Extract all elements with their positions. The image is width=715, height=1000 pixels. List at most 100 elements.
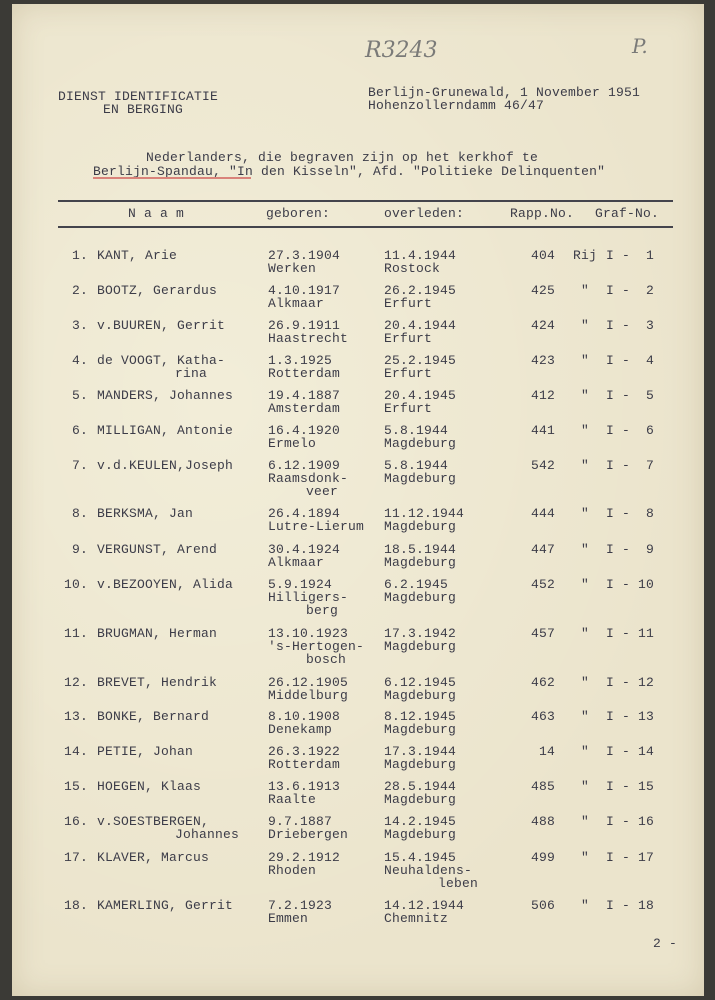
- row-rapp-no: 506: [530, 898, 555, 913]
- row-number: 7.: [71, 458, 88, 473]
- row-number: 8.: [71, 506, 88, 521]
- row-death-date: 15.4.1945: [384, 850, 457, 865]
- column-header-died: overleden:: [384, 206, 465, 221]
- row-birth-place: Haastrecht: [268, 331, 349, 346]
- row-rapp-no: 425: [530, 283, 555, 298]
- row-death-place: Erfurt: [384, 366, 433, 381]
- row-death-place: Magdeburg: [384, 757, 457, 772]
- row-number: 3.: [71, 318, 88, 333]
- row-death-date: 6.2.1945: [384, 577, 449, 592]
- row-birth-date: 9.7.1887: [268, 814, 333, 829]
- row-birth-place: Middelburg: [268, 688, 349, 703]
- row-birth-date: 16.4.1920: [268, 423, 341, 438]
- row-death-date: 17.3.1944: [384, 744, 457, 759]
- row-death-place: Erfurt: [384, 296, 433, 311]
- row-death-place: Erfurt: [384, 331, 433, 346]
- row-birth-place: 's-Hertogen-: [268, 639, 365, 654]
- row-birth-date: 30.4.1924: [268, 542, 341, 557]
- row-name: MANDERS, Johannes: [97, 388, 234, 403]
- row-birth-place: Alkmaar: [268, 296, 325, 311]
- row-rapp-no: 463: [530, 709, 555, 724]
- row-ditto-mark: ": [580, 506, 589, 521]
- row-death-place: Magdeburg: [384, 639, 457, 654]
- row-death-place: Rostock: [384, 261, 441, 276]
- row-rapp-no: 412: [530, 388, 555, 403]
- row-number: 16.: [63, 814, 88, 829]
- row-death-date: 28.5.1944: [384, 779, 457, 794]
- row-rapp-no: 423: [530, 353, 555, 368]
- row-death-place: Magdeburg: [384, 436, 457, 451]
- row-birth-place: Denekamp: [268, 722, 333, 737]
- row-graf-no: I - 3: [606, 318, 655, 333]
- row-ditto-mark: ": [580, 318, 589, 333]
- row-death-date: 5.8.1944: [384, 423, 449, 438]
- row-graf-no: I - 4: [606, 353, 655, 368]
- row-number: 18.: [63, 898, 88, 913]
- row-birth-place: Rotterdam: [268, 366, 341, 381]
- column-header-born: geboren:: [266, 206, 331, 221]
- row-graf-no: I - 18: [606, 898, 655, 913]
- row-ditto-mark: ": [580, 779, 589, 794]
- row-graf-no: I - 15: [606, 779, 655, 794]
- row-number: 9.: [71, 542, 88, 557]
- row-rapp-no: 462: [530, 675, 555, 690]
- continuation-mark: 2 -: [653, 936, 678, 951]
- row-death-date: 20.4.1945: [384, 388, 457, 403]
- row-death-date: 20.4.1944: [384, 318, 457, 333]
- row-birth-date: 13.10.1923: [268, 626, 349, 641]
- org-name-line1: DIENST IDENTIFICATIE: [58, 89, 219, 104]
- row-birth-date: 29.2.1912: [268, 850, 341, 865]
- row-name: HOEGEN, Klaas: [97, 779, 202, 794]
- row-name: v.d.KEULEN,Joseph: [97, 458, 234, 473]
- row-rapp-no: 488: [530, 814, 555, 829]
- row-name: BREVET, Hendrik: [97, 675, 218, 690]
- row-birth-place: Raalte: [268, 792, 317, 807]
- row-rapp-no: 499: [530, 850, 555, 865]
- row-death-place: Magdeburg: [384, 471, 457, 486]
- row-death-place: Magdeburg: [384, 555, 457, 570]
- row-graf-no: I - 8: [606, 506, 655, 521]
- row-graf-no: I - 17: [606, 850, 655, 865]
- row-ditto-mark: ": [580, 675, 589, 690]
- row-name: BRUGMAN, Herman: [97, 626, 218, 641]
- row-graf-no: I - 13: [606, 709, 655, 724]
- row-name: KANT, Arie: [97, 248, 178, 263]
- row-death-place: Magdeburg: [384, 792, 457, 807]
- row-birth-date: 13.6.1913: [268, 779, 341, 794]
- row-number: 17.: [63, 850, 88, 865]
- place-date: Berlijn-Grunewald, 1 November 1951: [368, 85, 641, 100]
- row-name: BOOTZ, Gerardus: [97, 283, 218, 298]
- row-number: 2.: [71, 283, 88, 298]
- row-death-place: Magdeburg: [384, 722, 457, 737]
- row-name: MILLIGAN, Antonie: [97, 423, 234, 438]
- row-rapp-no: 452: [530, 577, 555, 592]
- row-death-date: 11.12.1944: [384, 506, 465, 521]
- row-death-date: 11.4.1944: [384, 248, 457, 263]
- row-graf-no: I - 14: [606, 744, 655, 759]
- row-birth-date: 4.10.1917: [268, 283, 341, 298]
- row-graf-no: I - 7: [606, 458, 655, 473]
- row-rapp-no: 444: [530, 506, 555, 521]
- header-rule-bottom: [58, 226, 673, 228]
- row-ditto-mark: Rij: [573, 248, 598, 263]
- row-number: 14.: [63, 744, 88, 759]
- row-number: 6.: [71, 423, 88, 438]
- row-name: VERGUNST, Arend: [97, 542, 218, 557]
- row-graf-no: I - 9: [606, 542, 655, 557]
- row-death-date: 18.5.1944: [384, 542, 457, 557]
- row-birth-place: Raamsdonk-: [268, 471, 349, 486]
- row-name: v.BUUREN, Gerrit: [97, 318, 226, 333]
- row-name: v.BEZOOYEN, Alida: [97, 577, 234, 592]
- column-header-graf: Graf-No.: [595, 206, 660, 221]
- title-line1: Nederlanders, die begraven zijn op het k…: [146, 150, 539, 165]
- row-name: BERKSMA, Jan: [97, 506, 194, 521]
- row-rapp-no: 14: [538, 744, 555, 759]
- row-birth-place: Rhoden: [268, 863, 317, 878]
- row-birth-date: 7.2.1923: [268, 898, 333, 913]
- row-birth-place: Driebergen: [268, 827, 349, 842]
- row-birth-place: Amsterdam: [268, 401, 341, 416]
- row-ditto-mark: ": [580, 898, 589, 913]
- row-death-date: 17.3.1942: [384, 626, 457, 641]
- row-name: BONKE, Bernard: [97, 709, 210, 724]
- row-name: v.SOESTBERGEN,: [97, 814, 210, 829]
